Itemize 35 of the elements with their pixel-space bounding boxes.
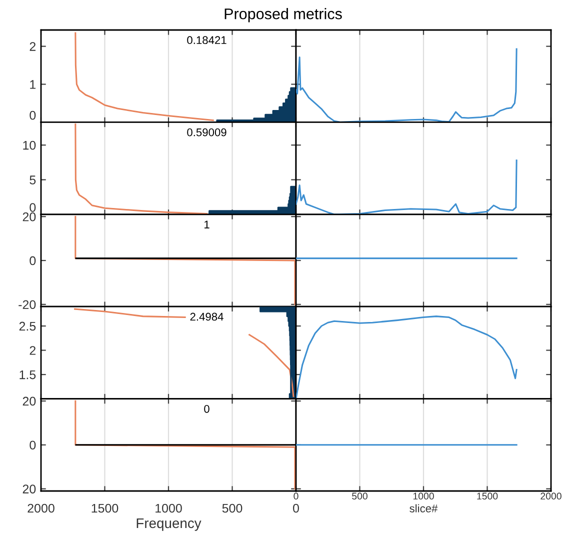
annotation: 2.4984: [190, 312, 224, 321]
annotation: 0: [204, 404, 210, 413]
y-tick-label: 2.5: [19, 322, 36, 331]
line-series: [74, 400, 296, 490]
y-tick-label: 20: [22, 212, 36, 222]
line-series: [74, 216, 296, 306]
x-tick-label: 1000: [413, 492, 434, 500]
x-tick-label: 2000: [540, 492, 562, 500]
y-tick-label: 1: [30, 80, 36, 89]
x-tick-label: 500: [352, 492, 368, 500]
x-tick-label: 1000: [156, 504, 182, 513]
chart-title: Proposed metrics: [224, 8, 342, 22]
x-tick-label: 2000: [28, 504, 54, 513]
x-tick-label: 0: [293, 504, 299, 513]
annotation: 1: [204, 220, 210, 228]
x-axis-title: slice#: [410, 504, 438, 512]
y-tick-label: 5: [30, 176, 36, 184]
annotation: 0.18421: [187, 36, 226, 44]
y-tick-label: 0: [30, 256, 36, 266]
y-tick-label: -20: [18, 300, 36, 310]
y-tick-label: 0: [30, 203, 36, 212]
y-tick-label: 0: [30, 110, 36, 120]
y-tick-label: 1.5: [20, 370, 36, 380]
y-tick-label: 2: [30, 346, 36, 355]
y-tick-label: 0: [30, 440, 36, 450]
y-tick-label: 10: [23, 140, 36, 150]
y-tick-label: 20: [22, 484, 36, 494]
x-axis-title: Frequency: [136, 518, 202, 531]
annotation: 0.59009: [187, 128, 226, 136]
x-tick-label: 1500: [477, 492, 498, 500]
y-tick-label: 2: [30, 42, 36, 51]
x-tick-label: 0: [294, 492, 298, 500]
y-tick-label: 20: [22, 396, 36, 406]
x-tick-label: 500: [222, 504, 242, 513]
x-tick-label: 1500: [92, 504, 118, 513]
